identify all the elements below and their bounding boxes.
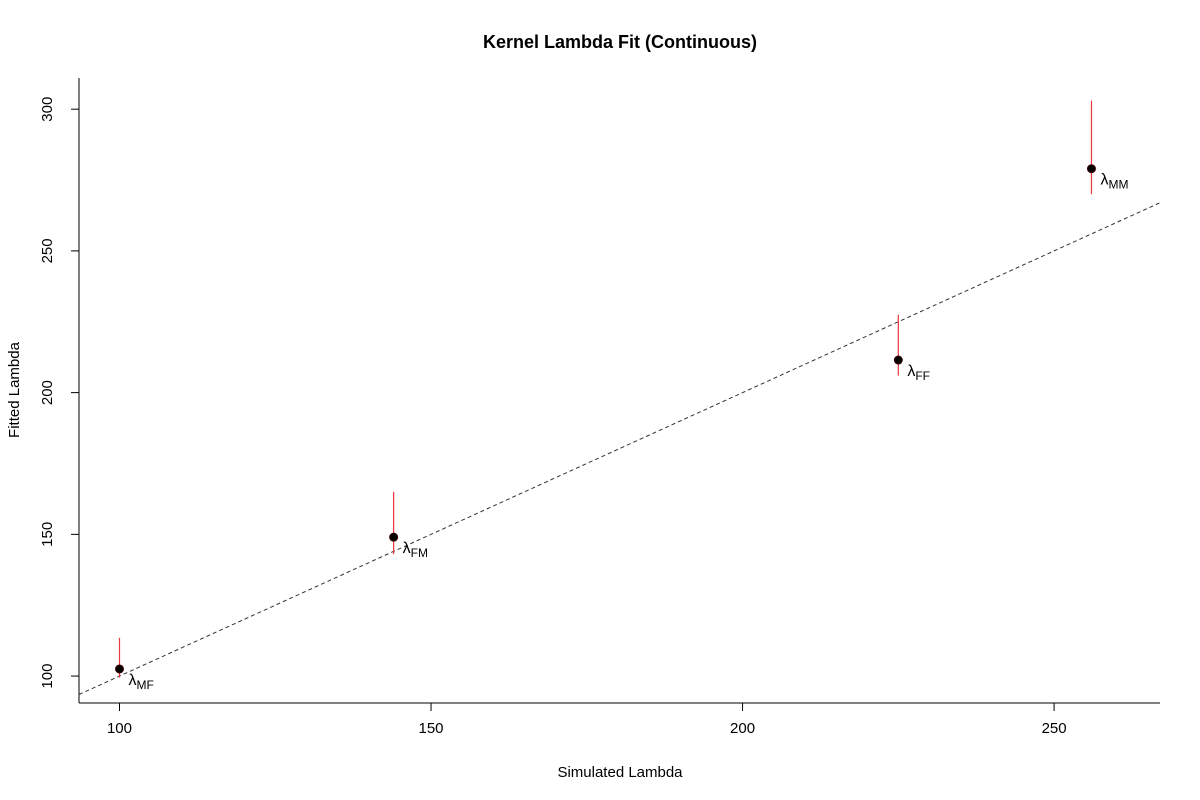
point-label: λMF [128,672,153,692]
data-point [389,532,399,542]
x-tick-label: 100 [107,720,132,737]
x-tick-label: 200 [730,720,755,737]
x-axis-title: Simulated Lambda [557,764,683,781]
data-point [893,355,903,365]
x-tick-label: 250 [1042,720,1067,737]
y-tick-label: 300 [39,97,56,122]
reference-line [78,202,1161,695]
data-point [114,664,124,674]
y-tick-label: 200 [39,380,56,405]
y-tick-label: 100 [39,664,56,689]
y-axis-title: Fitted Lambda [6,341,23,438]
point-label: λMM [1100,172,1128,192]
chart-title: Kernel Lambda Fit (Continuous) [483,32,757,52]
x-tick-label: 150 [419,720,444,737]
y-tick-label: 150 [39,522,56,547]
plot-area: 100 150 200 250 100 150 200 250 300 λMF λFM λFF λMM [39,78,1161,737]
data-point [1086,164,1096,174]
y-tick-label: 250 [39,238,56,263]
point-label: λFM [403,540,428,560]
point-label: λFF [907,363,930,383]
